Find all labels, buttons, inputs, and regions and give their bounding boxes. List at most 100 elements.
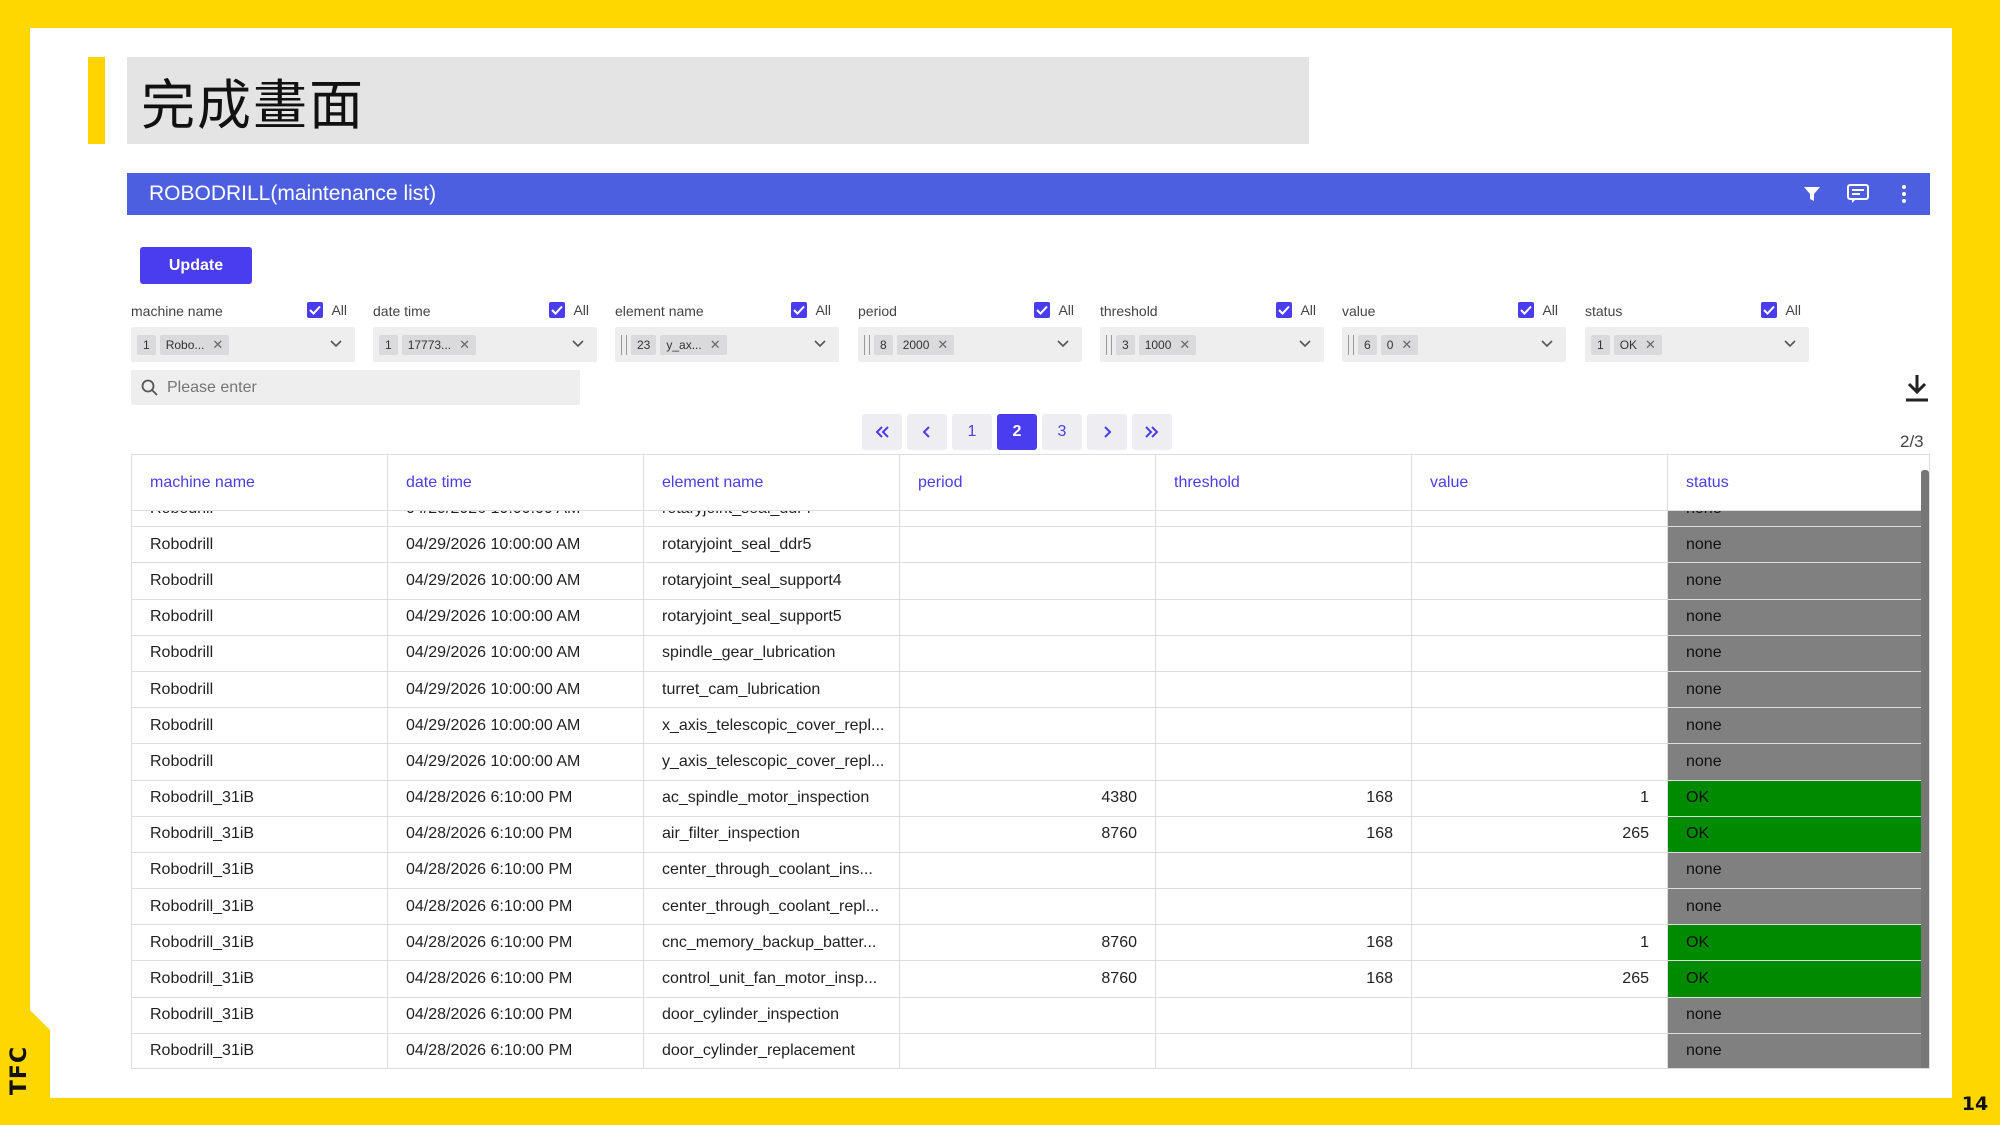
chevron-down-icon[interactable] — [1783, 337, 1797, 351]
table-row[interactable]: Robodrill 04/29/2026 10:00:00 AM y_axis_te… — [132, 744, 1929, 781]
cell-period — [900, 511, 1156, 527]
filter-element-name: element name All 23 y_ax... ✕ — [615, 302, 839, 362]
last-page-button[interactable] — [1132, 414, 1172, 450]
filter-all-toggle[interactable]: All — [791, 302, 831, 318]
prev-page-button[interactable] — [907, 414, 947, 450]
cell-machine-name: Robodrill_31iB — [132, 961, 388, 997]
table-row[interactable]: Robodrill_31iB 04/28/2026 6:10:00 PM ac_sp… — [132, 780, 1929, 817]
chip-drag-handle[interactable] — [1348, 334, 1354, 355]
table-row[interactable]: Robodrill_31iB 04/28/2026 6:10:00 PM cente… — [132, 889, 1929, 926]
filter-value-chip: Robo... ✕ — [159, 334, 230, 355]
cell-threshold: 168 — [1156, 961, 1412, 997]
cell-value — [1412, 852, 1668, 889]
filter-select[interactable]: 1 OK ✕ — [1585, 327, 1809, 362]
remove-chip-icon[interactable]: ✕ — [709, 336, 721, 352]
checkbox-checked-icon[interactable] — [307, 302, 324, 318]
remove-chip-icon[interactable]: ✕ — [1179, 336, 1191, 352]
cell-machine-name: Robodrill — [132, 599, 388, 635]
filter-all-label: All — [1300, 302, 1316, 318]
filter-select[interactable]: 8 2000 ✕ — [858, 327, 1082, 362]
table-row[interactable]: Robodrill 04/29/2026 10:00:00 AM x_axis_te… — [132, 708, 1929, 745]
chevron-down-icon[interactable] — [1298, 337, 1312, 351]
table-body[interactable]: Robodrill 04/29/2026 10:00:00 AM rotaryjoi… — [132, 511, 1929, 1068]
update-button[interactable]: Update — [140, 247, 252, 284]
table-row[interactable]: Robodrill_31iB 04/28/2026 6:10:00 PM air_f… — [132, 816, 1929, 853]
checkbox-checked-icon[interactable] — [549, 302, 566, 318]
table-row[interactable]: Robodrill_31iB 04/28/2026 6:10:00 PM door_… — [132, 1033, 1929, 1068]
filter-all-toggle[interactable]: All — [1518, 302, 1558, 318]
remove-chip-icon[interactable]: ✕ — [937, 336, 949, 352]
remove-chip-icon[interactable]: ✕ — [459, 336, 470, 352]
page-button-2[interactable]: 2 — [997, 414, 1037, 450]
table-scrollbar[interactable] — [1921, 470, 1929, 1068]
filter-all-toggle[interactable]: All — [1276, 302, 1316, 318]
page-button-3[interactable]: 3 — [1042, 414, 1082, 450]
table-row[interactable]: Robodrill_31iB 04/28/2026 6:10:00 PM cente… — [132, 852, 1929, 890]
filter-select[interactable]: 6 0 ✕ — [1342, 327, 1566, 362]
chip-drag-handle[interactable] — [1106, 334, 1112, 355]
column-header-status[interactable]: status — [1686, 473, 1729, 491]
cell-date-time: 04/28/2026 6:10:00 PM — [388, 997, 644, 1033]
filter-select[interactable]: 3 1000 ✕ — [1100, 327, 1324, 362]
search-input[interactable] — [167, 378, 567, 397]
table-row[interactable]: Robodrill 04/29/2026 10:00:00 AM turret_ca… — [132, 671, 1929, 709]
remove-chip-icon[interactable]: ✕ — [212, 336, 224, 352]
checkbox-checked-icon[interactable] — [1276, 302, 1293, 318]
column-header-machine-name[interactable]: machine name — [132, 455, 388, 510]
filter-all-toggle[interactable]: All — [549, 302, 589, 318]
chevron-down-icon[interactable] — [571, 337, 585, 351]
download-icon[interactable] — [1904, 373, 1930, 403]
filter-label: value — [1342, 303, 1376, 319]
remove-chip-icon[interactable]: ✕ — [1645, 336, 1656, 352]
chevron-down-icon[interactable] — [1056, 337, 1070, 351]
cell-period — [900, 635, 1156, 671]
next-page-button[interactable] — [1087, 414, 1127, 450]
cell-status: none — [1668, 889, 1923, 925]
filter-icon[interactable] — [1800, 182, 1824, 206]
chevron-down-icon[interactable] — [329, 337, 343, 351]
checkbox-checked-icon[interactable] — [791, 302, 808, 318]
comment-icon[interactable] — [1846, 182, 1870, 206]
more-vertical-icon[interactable] — [1892, 182, 1916, 206]
page-button-1[interactable]: 1 — [952, 414, 992, 450]
table-row[interactable]: Robodrill 04/29/2026 10:00:00 AM spindle_g… — [132, 635, 1929, 672]
checkbox-checked-icon[interactable] — [1761, 302, 1778, 318]
chip-drag-handle[interactable] — [864, 334, 870, 355]
table-row[interactable]: Robodrill_31iB 04/28/2026 6:10:00 PM door_… — [132, 997, 1929, 1034]
cell-date-time: 04/29/2026 10:00:00 AM — [388, 635, 644, 671]
column-header-value[interactable]: value — [1412, 455, 1668, 510]
first-page-button[interactable] — [862, 414, 902, 450]
chevron-down-icon[interactable] — [1540, 337, 1554, 351]
cell-date-time: 04/28/2026 6:10:00 PM — [388, 816, 644, 852]
filter-value-chip: 1000 ✕ — [1138, 334, 1197, 355]
app-header: ROBODRILL(maintenance list) — [127, 173, 1930, 215]
search-box[interactable] — [131, 370, 580, 405]
filter-all-toggle[interactable]: All — [1761, 302, 1801, 318]
filter-all-toggle[interactable]: All — [307, 302, 347, 318]
filter-all-toggle[interactable]: All — [1034, 302, 1074, 318]
table-row[interactable]: Robodrill_31iB 04/28/2026 6:10:00 PM contr… — [132, 961, 1929, 998]
filter-select[interactable]: 1 17773... ✕ — [373, 327, 597, 362]
column-header-period[interactable]: period — [900, 455, 1156, 510]
filter-value-chip: 2000 ✕ — [896, 334, 955, 355]
chip-drag-handle[interactable] — [621, 334, 627, 355]
filter-header: status All — [1585, 302, 1809, 320]
checkbox-checked-icon[interactable] — [1518, 302, 1535, 318]
filter-count-chip: 23 — [631, 334, 657, 355]
column-header-element-name[interactable]: element name — [644, 455, 900, 510]
chevron-down-icon[interactable] — [813, 337, 827, 351]
filter-value: 2000 — [902, 337, 930, 352]
cell-threshold — [1156, 744, 1412, 780]
filter-select[interactable]: 1 Robo... ✕ — [131, 327, 355, 362]
column-header-threshold[interactable]: threshold — [1156, 455, 1412, 510]
cell-machine-name: Robodrill — [132, 527, 388, 563]
filter-select[interactable]: 23 y_ax... ✕ — [615, 327, 839, 362]
checkbox-checked-icon[interactable] — [1034, 302, 1051, 318]
remove-chip-icon[interactable]: ✕ — [1401, 336, 1413, 352]
column-header-date-time[interactable]: date time — [388, 455, 644, 510]
table-row[interactable]: Robodrill_31iB 04/28/2026 6:10:00 PM cnc_m… — [132, 925, 1929, 962]
